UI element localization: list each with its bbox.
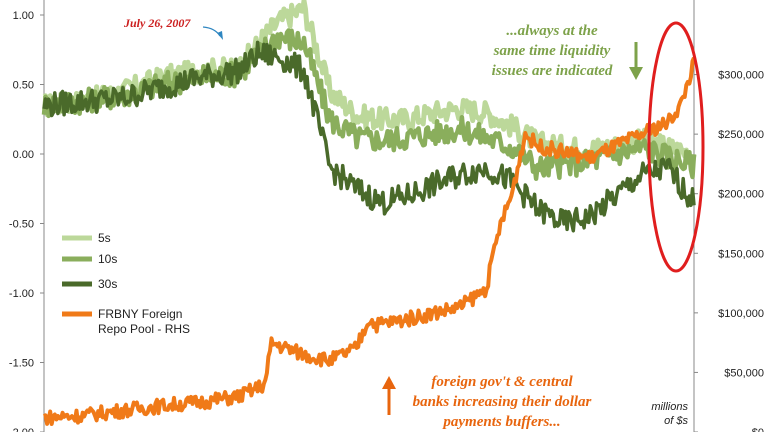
right-tick-label: $250,000 — [718, 129, 764, 141]
legend-label: Repo Pool - RHS — [98, 322, 190, 336]
date-arrow — [202, 26, 221, 37]
annotation-date: July 26, 2007 — [123, 16, 191, 30]
legend-label: 30s — [98, 277, 117, 291]
left-tick-label: -0.50 — [9, 219, 34, 231]
orange-arrowhead-icon — [382, 376, 396, 389]
annotation-bottom: banks increasing their dollar — [413, 394, 592, 410]
series-line-frbny-foreign-repo-pool — [42, 56, 696, 426]
right-tick-label: $300,000 — [718, 70, 764, 82]
annotation-top-right: same time liquidity — [493, 43, 611, 59]
left-tick-label: -1.00 — [9, 288, 34, 300]
highlight-ellipse — [647, 21, 705, 273]
annotation-top-right: issues are indicated — [492, 63, 613, 79]
left-tick-label: -1.50 — [9, 358, 34, 370]
legend-label: 5s — [98, 231, 111, 245]
left-tick-label: 0.00 — [13, 149, 34, 161]
right-axis-unit-label: of $s — [664, 415, 688, 427]
right-tick-label: $100,000 — [718, 308, 764, 320]
annotation-top-right: ...always at the — [506, 23, 598, 39]
annotation-bottom: payments buffers... — [441, 414, 560, 430]
series-line-30s — [42, 40, 696, 233]
date-arrowhead-icon — [217, 31, 223, 40]
left-tick-label: 0.50 — [13, 80, 34, 92]
right-tick-label: $50,000 — [724, 367, 764, 379]
right-tick-label: $150,000 — [718, 248, 764, 260]
green-arrowhead-icon — [629, 67, 643, 80]
annotation-bottom: foreign gov't & central — [431, 374, 573, 390]
left-tick-label: 1.00 — [13, 10, 34, 22]
right-tick-label: $0 — [752, 427, 764, 432]
legend-label: 10s — [98, 252, 117, 266]
right-tick-label: $200,000 — [718, 189, 764, 201]
left-tick-label: -2.00 — [9, 427, 34, 432]
right-axis-unit-label: millions — [651, 401, 688, 413]
legend-label: FRBNY Foreign — [98, 307, 182, 321]
